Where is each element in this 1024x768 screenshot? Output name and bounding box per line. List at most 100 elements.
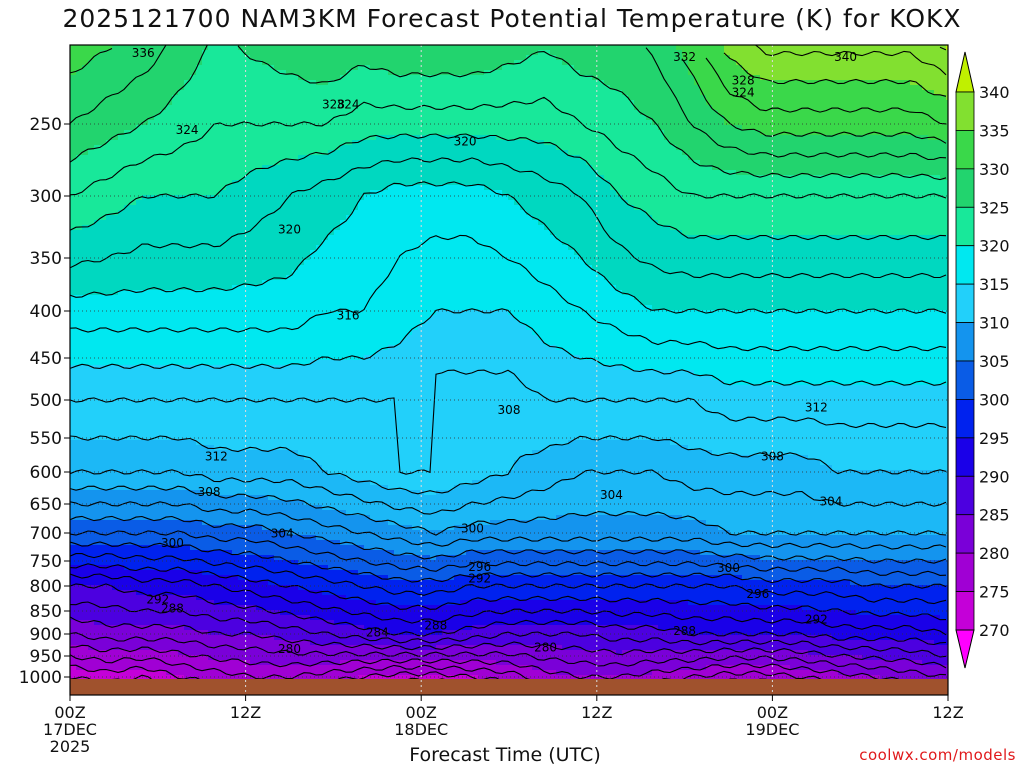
colorbar-segment: [955, 475, 975, 516]
chart-title: 2025121700 NAM3KM Forecast Potential Tem…: [62, 4, 962, 33]
colorbar-segment: [955, 591, 975, 631]
y-tick-label: 550: [30, 429, 62, 449]
y-tick-label: 400: [30, 302, 62, 322]
contour-label: 332: [673, 50, 696, 64]
contour-label: 308: [498, 403, 521, 417]
isotherm-288: [70, 601, 947, 658]
x-tick-label: 00Z: [406, 703, 437, 722]
isotherm-336: [754, 45, 947, 76]
colorbar-label: 320: [979, 237, 1010, 256]
x-tick-label: 00Z: [54, 703, 85, 722]
isotherm-306: [70, 485, 947, 536]
colorbar-bottom-arrow: [955, 629, 975, 669]
contour-label: 300: [717, 561, 740, 575]
isotherm-318: [70, 181, 947, 314]
isotherm-312: [70, 369, 947, 475]
colorbar-label: 340: [979, 83, 1010, 102]
isotherm-298: [70, 541, 947, 589]
y-tick-label: 850: [30, 602, 62, 622]
colorbar-segment: [955, 399, 975, 439]
y-tick-label: 500: [30, 391, 62, 411]
y-tick-label: 350: [30, 249, 62, 269]
y-tick-label: 300: [30, 187, 62, 207]
isotherm-286: [70, 616, 947, 669]
contour-label: 296: [468, 560, 491, 574]
y-tick-label: 950: [30, 647, 62, 667]
isotherm-320: [70, 157, 947, 279]
colorbar-segment: [955, 168, 975, 208]
contour-label: 328: [322, 97, 345, 111]
isotherm-282: [70, 644, 947, 690]
isotherm-326: [70, 45, 947, 181]
y-tick-label: 1000: [19, 668, 62, 688]
isotherm-294: [70, 563, 947, 621]
plot-frame: [69, 44, 949, 696]
contour-label: 292: [146, 593, 169, 607]
colorbar-segment: [955, 360, 975, 400]
x-tick-label: 12Z: [230, 703, 261, 722]
y-tick-label: 750: [30, 552, 62, 572]
contour-label: 316: [337, 309, 360, 323]
colorbar-label: 315: [979, 275, 1010, 294]
colorbar-label: 280: [979, 544, 1010, 563]
contour-label: 284: [366, 626, 389, 640]
isotherm-322: [70, 133, 947, 241]
colorbar-segment: [955, 245, 975, 285]
contour-label: 280: [278, 642, 301, 656]
contour-label: 312: [205, 449, 228, 463]
contour-label: 292: [468, 572, 491, 586]
isotherm-302: [70, 515, 947, 564]
isotherm-304: [70, 501, 947, 550]
colorbar-segment: [955, 91, 975, 131]
isotherm-316: [70, 234, 947, 352]
contour-label: 324: [732, 85, 755, 99]
contour-label: 304: [271, 527, 294, 541]
isotherm-334: [723, 52, 947, 97]
colorbar-label: 325: [979, 198, 1010, 217]
colorbar-segment: [955, 130, 975, 170]
y-tick-label: 250: [30, 115, 62, 135]
colorbar-segment: [955, 552, 975, 592]
isotherm-296: [70, 553, 947, 605]
colorbar-label: 330: [979, 160, 1010, 179]
isotherm-324: [70, 96, 947, 199]
colorbar-label: 305: [979, 352, 1010, 371]
isotherm-300: [70, 530, 947, 576]
contour-label: 328: [732, 74, 755, 88]
x-tick-label: 18DEC: [394, 720, 448, 739]
y-tick-label: 700: [30, 524, 62, 544]
x-tick-label: 00Z: [757, 703, 788, 722]
y-tick-label: 900: [30, 625, 62, 645]
isotherm-292: [70, 573, 947, 636]
contour-label: 320: [278, 222, 301, 236]
x-tick-label: 12Z: [932, 703, 963, 722]
colorbar-label: 300: [979, 390, 1010, 409]
contour-label: 308: [198, 485, 221, 499]
x-tick-label: 17DEC: [43, 720, 97, 739]
contour-label: 300: [161, 536, 184, 550]
contour-label: 320: [454, 134, 477, 148]
contour-label: 280: [534, 641, 557, 655]
isotherm-332: [705, 57, 947, 125]
contour-label: 304: [600, 488, 623, 502]
contour-label: 340: [834, 50, 857, 64]
colorbar-segment: [955, 437, 975, 477]
contour-label: 304: [819, 494, 842, 508]
contour-label: 336: [132, 46, 155, 60]
isotherm-280: [70, 654, 917, 695]
contour-label: 312: [805, 401, 828, 415]
contour-label: 288: [424, 618, 447, 632]
x-tick-label: 2025: [50, 737, 91, 756]
contour-label: 288: [673, 624, 696, 638]
contour-label: 288: [161, 602, 184, 616]
isotherm-308: [70, 469, 947, 515]
isotherm-328: [70, 45, 947, 161]
y-tick-label: 800: [30, 577, 62, 597]
colorbar-label: 310: [979, 314, 1010, 333]
y-tick-label: 600: [30, 463, 62, 483]
contour-label: 324: [176, 123, 199, 137]
colorbar-label: 275: [979, 583, 1010, 602]
x-tick-label: 12Z: [581, 703, 612, 722]
contour-label: 300: [461, 521, 484, 535]
